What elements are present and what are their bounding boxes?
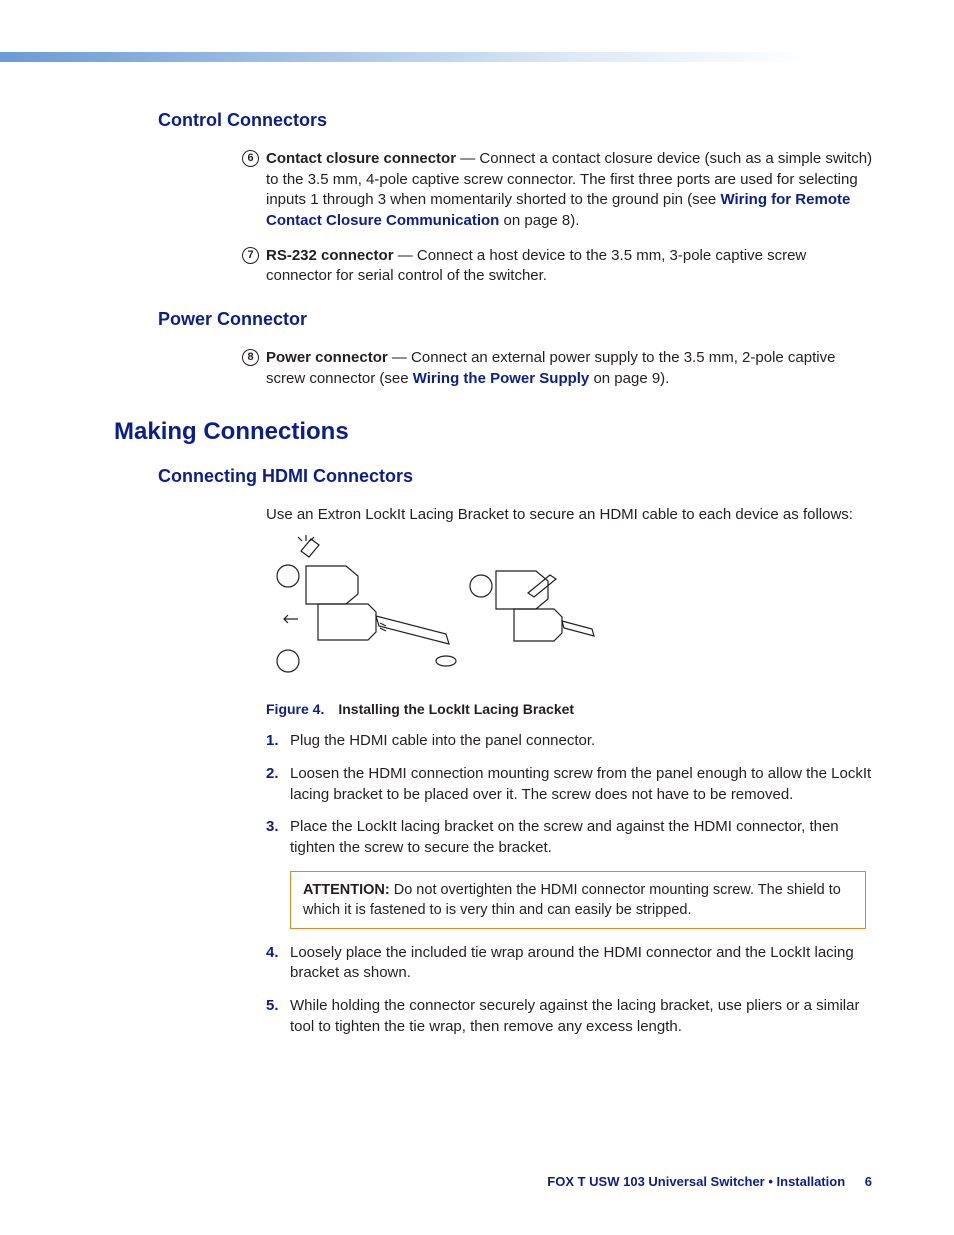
item-sep: — <box>388 349 411 366</box>
heading-power-connector: Power Connector <box>158 309 874 330</box>
hdmi-intro-text: Use an Extron LockIt Lacing Bracket to s… <box>266 505 874 526</box>
step-3: 3. Place the LockIt lacing bracket on th… <box>266 817 874 858</box>
item-text-after: on page 8). <box>499 212 579 229</box>
item-lead: Contact closure connector <box>266 150 456 167</box>
attention-callout: ATTENTION: Do not overtighten the HDMI c… <box>290 871 866 929</box>
step-number: 3. <box>266 817 279 838</box>
figure-caption: Figure 4. Installing the LockIt Lacing Br… <box>266 701 874 717</box>
figure-lockit-bracket <box>266 531 606 691</box>
step-4: 4. Loosely place the included tie wrap a… <box>266 943 874 984</box>
item-rs232: 7 RS-232 connector — Connect a host devi… <box>266 246 874 287</box>
footer-text: FOX T USW 103 Universal Switcher • Insta… <box>547 1174 845 1189</box>
circled-number-7: 7 <box>242 247 259 264</box>
attention-label: ATTENTION: <box>303 882 390 898</box>
step-number: 5. <box>266 996 279 1017</box>
step-text: While holding the connector securely aga… <box>290 997 859 1035</box>
step-text: Loosely place the included tie wrap arou… <box>290 944 854 982</box>
step-5: 5. While holding the connector securely … <box>266 996 874 1037</box>
step-text: Place the LockIt lacing bracket on the s… <box>290 818 839 856</box>
step-number: 2. <box>266 764 279 785</box>
figure-title: Installing the LockIt Lacing Bracket <box>338 701 574 717</box>
item-lead: Power connector <box>266 349 388 366</box>
page-footer: FOX T USW 103 Universal Switcher • Insta… <box>0 1174 954 1189</box>
item-sep: — <box>394 247 417 264</box>
page-top-gradient-bar <box>0 52 954 62</box>
page-content: Control Connectors 6 Contact closure con… <box>158 110 874 1049</box>
link-wiring-power-supply[interactable]: Wiring the Power Supply <box>413 370 590 387</box>
figure-number: Figure 4. <box>266 701 324 717</box>
item-lead: RS-232 connector <box>266 247 394 264</box>
circled-number-6: 6 <box>242 150 259 167</box>
step-text: Plug the HDMI cable into the panel conne… <box>290 732 595 749</box>
item-contact-closure: 6 Contact closure connector — Connect a … <box>266 149 874 232</box>
circled-number-8: 8 <box>242 349 259 366</box>
footer-page-number: 6 <box>865 1174 872 1189</box>
step-1: 1. Plug the HDMI cable into the panel co… <box>266 731 874 752</box>
step-number: 1. <box>266 731 279 752</box>
step-text: Loosen the HDMI connection mounting scre… <box>290 765 871 803</box>
step-2: 2. Loosen the HDMI connection mounting s… <box>266 764 874 805</box>
heading-control-connectors: Control Connectors <box>158 110 874 131</box>
step-number: 4. <box>266 943 279 964</box>
item-text-after: on page 9). <box>589 370 669 387</box>
heading-making-connections: Making Connections <box>114 418 874 446</box>
item-sep: — <box>456 150 479 167</box>
heading-connecting-hdmi: Connecting HDMI Connectors <box>158 466 874 487</box>
item-power-connector: 8 Power connector — Connect an external … <box>266 348 874 389</box>
